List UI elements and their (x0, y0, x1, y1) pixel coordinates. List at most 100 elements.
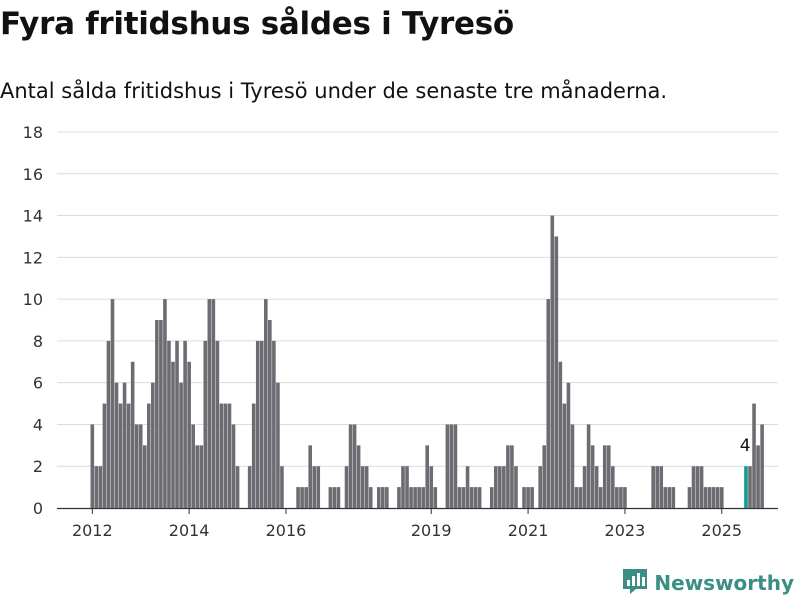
bar (663, 487, 668, 508)
bar (498, 466, 502, 508)
bar (687, 487, 692, 508)
bar (667, 487, 672, 508)
bar (477, 487, 482, 508)
bar (409, 487, 413, 508)
bar (699, 466, 704, 508)
bar (473, 487, 478, 508)
bar-series (90, 215, 764, 509)
bar (760, 424, 764, 508)
bar (167, 340, 171, 508)
bar (251, 403, 256, 508)
bar (514, 466, 518, 508)
bar (606, 445, 611, 508)
bar (316, 466, 321, 508)
bar (268, 320, 272, 508)
bar (264, 299, 268, 508)
bar (711, 487, 716, 508)
bar (602, 445, 607, 508)
bar (130, 361, 135, 508)
bar (381, 487, 385, 508)
brand: Newsworthy (622, 568, 794, 598)
bar (425, 445, 430, 508)
bar (651, 466, 655, 508)
newsworthy-logo-icon (622, 567, 648, 599)
bar (356, 445, 361, 508)
bar (582, 466, 587, 508)
bar (146, 403, 151, 508)
bar (623, 487, 627, 508)
bar (138, 424, 143, 508)
bar (155, 320, 159, 508)
bar (421, 487, 425, 508)
bar (744, 466, 748, 508)
bar (215, 340, 220, 508)
y-tick-label: 10 (23, 290, 43, 309)
bar (336, 487, 341, 508)
bar (259, 340, 264, 508)
bar (570, 424, 575, 508)
bar (550, 215, 555, 509)
bar (703, 487, 708, 508)
bar (199, 445, 204, 508)
bar (522, 487, 526, 508)
bar (247, 466, 252, 508)
bar (538, 466, 542, 508)
bar (715, 487, 720, 508)
bar (94, 466, 99, 508)
bar (429, 466, 434, 508)
bar (562, 403, 567, 508)
x-tick-label: 2025 (701, 521, 742, 540)
bar (235, 466, 240, 508)
bar (558, 361, 563, 508)
bar (510, 445, 514, 508)
bar (368, 487, 373, 508)
bar (231, 424, 236, 508)
bar (401, 466, 405, 508)
bar (300, 487, 304, 508)
bar (175, 340, 179, 508)
bar (405, 466, 409, 508)
bar (159, 320, 163, 508)
bar (276, 382, 280, 508)
bar (376, 487, 381, 508)
bar (445, 424, 450, 508)
bar (114, 382, 119, 508)
y-tick-label: 0 (33, 499, 43, 518)
bar (118, 403, 123, 508)
x-tick-label: 2014 (169, 521, 210, 540)
bar (554, 236, 559, 508)
bar (110, 299, 115, 508)
bar (506, 445, 510, 508)
bar (332, 487, 337, 508)
bar (449, 424, 454, 508)
bar (171, 361, 175, 508)
data-label: 4 (740, 436, 751, 456)
bar (122, 382, 127, 508)
chart-subtitle: Antal sålda fritidshus i Tyresö under de… (0, 79, 668, 103)
bar (304, 487, 308, 508)
bar (542, 445, 547, 508)
bar (348, 424, 353, 508)
bar (255, 340, 260, 508)
y-tick-label: 2 (33, 457, 43, 476)
chart-title: Fyra fritidshus såldes i Tyresö (0, 6, 514, 42)
y-tick-label: 18 (23, 123, 43, 142)
x-tick-label: 2016 (266, 521, 307, 540)
bar (151, 382, 155, 508)
y-tick-label: 14 (23, 207, 43, 226)
bar (280, 466, 284, 508)
bar (590, 445, 595, 508)
bar (574, 487, 579, 508)
bar (433, 487, 438, 508)
bar (385, 487, 389, 508)
bar (296, 487, 300, 508)
bar (98, 466, 103, 508)
bar (566, 382, 571, 508)
bar (526, 487, 530, 508)
x-tick-label: 2023 (605, 521, 646, 540)
bar (352, 424, 357, 508)
bar (465, 466, 470, 508)
bar (183, 340, 187, 508)
bar (598, 487, 603, 508)
bar (203, 340, 208, 508)
